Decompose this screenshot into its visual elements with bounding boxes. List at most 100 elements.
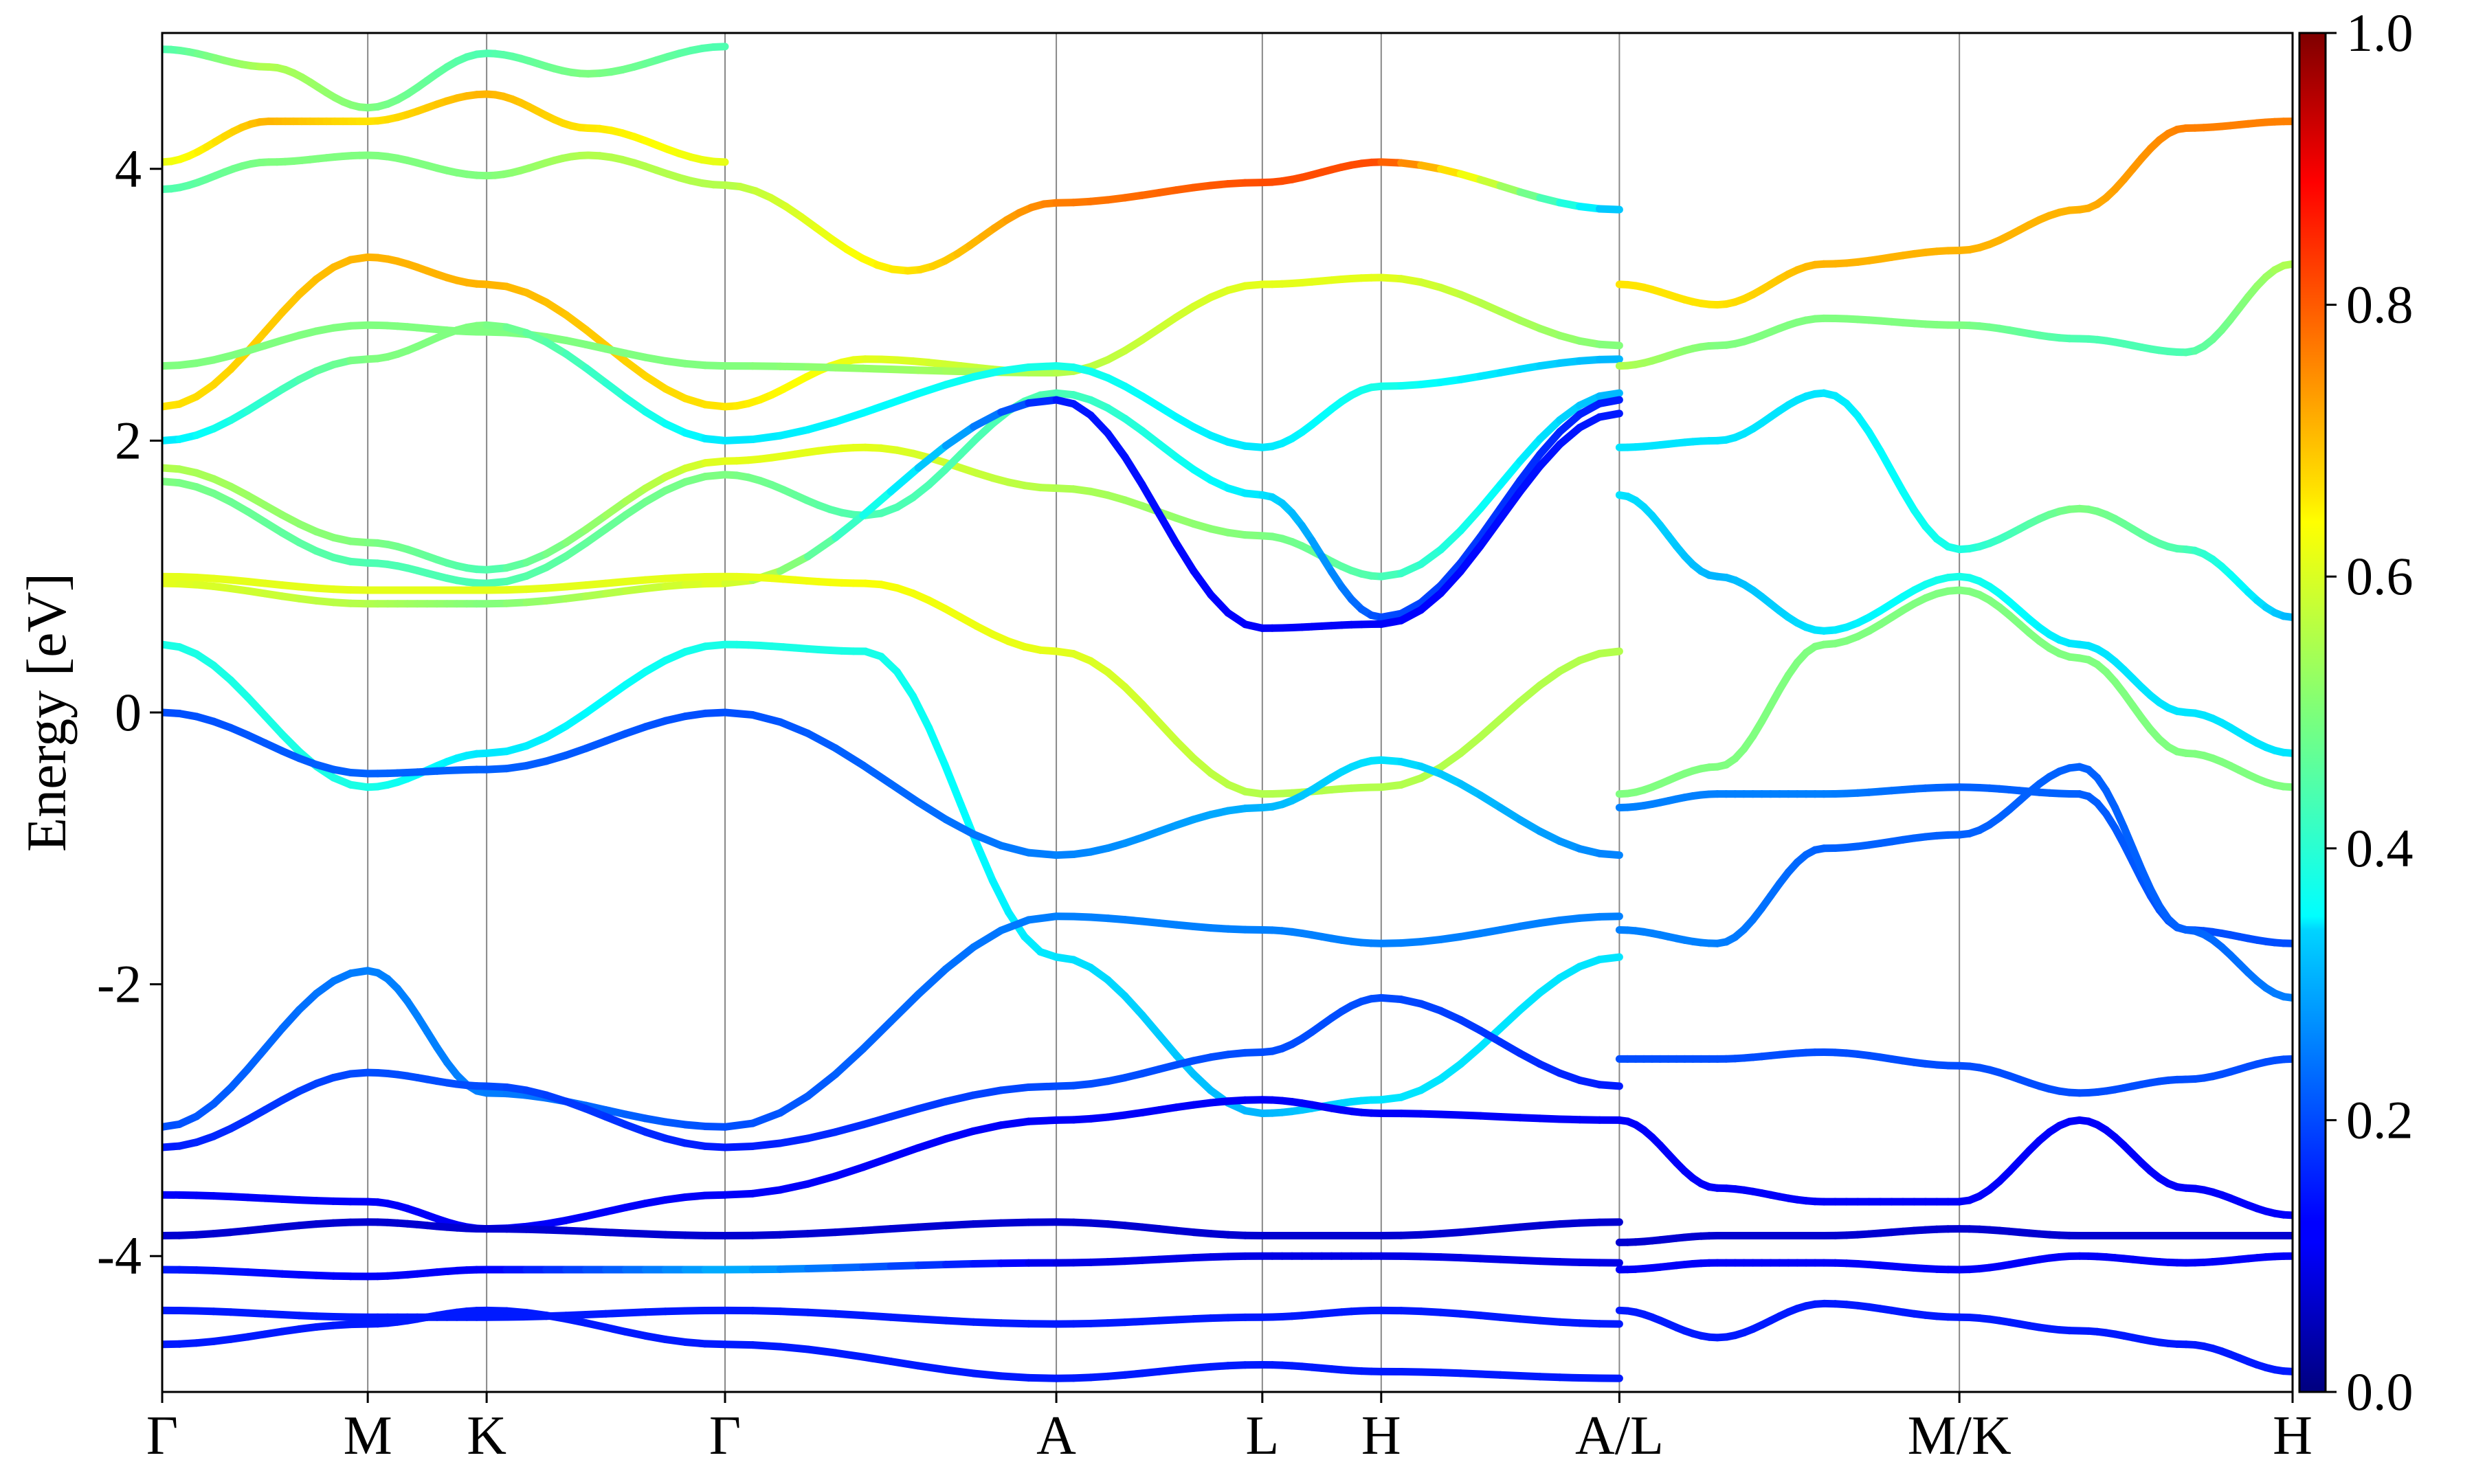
band-segment	[970, 1086, 1005, 1099]
y-axis-ticks: -4 -2 0 2 4	[97, 139, 162, 1285]
band-segment	[832, 409, 867, 426]
band-segment	[1596, 389, 1623, 401]
band-segment	[1556, 423, 1584, 449]
band-segment	[562, 709, 590, 730]
band-segment	[641, 372, 669, 393]
band-segment	[641, 486, 669, 506]
band-segment	[941, 1091, 978, 1105]
bands	[162, 43, 2293, 1382]
band-segment	[1516, 462, 1544, 495]
band-segment	[1888, 467, 1907, 495]
band-segment	[887, 390, 922, 407]
band-segment	[804, 1345, 840, 1357]
band-segment	[970, 1219, 1005, 1228]
band-segment	[1476, 481, 1504, 513]
band-segment	[542, 552, 570, 572]
band-segment	[988, 877, 1013, 917]
band-segment	[970, 408, 1005, 431]
band-segment	[1596, 396, 1623, 407]
band-segment	[542, 722, 570, 741]
band-segment	[941, 1260, 978, 1269]
band-segment	[859, 399, 895, 417]
band-segment	[909, 692, 933, 732]
band-segment	[1516, 435, 1544, 465]
y-axis-label: Energy [eV]	[15, 573, 78, 852]
band-segment	[1556, 963, 1584, 982]
band-1	[162, 90, 729, 166]
band-segment	[261, 308, 287, 336]
band-segment	[997, 842, 1033, 857]
band-segment	[893, 668, 917, 700]
band-segment	[542, 298, 570, 319]
band-segment	[1496, 803, 1524, 824]
band-segment	[1417, 581, 1445, 607]
band-segment	[562, 311, 590, 334]
band-segment	[914, 1135, 950, 1152]
band-segment	[997, 916, 1033, 934]
band-segment	[1155, 510, 1181, 548]
colorbar-tick-label: 0.0	[2346, 1362, 2414, 1421]
band-18	[162, 1306, 1623, 1382]
band-segment	[804, 418, 840, 434]
band-segment	[1121, 992, 1146, 1019]
band-segment	[721, 1142, 757, 1151]
band-segment	[542, 539, 570, 558]
x-tick-label: M/K	[1908, 1406, 2011, 1466]
band-segment	[941, 1220, 978, 1230]
band-segment	[859, 1154, 895, 1171]
band-segment	[832, 1349, 867, 1361]
band-segment	[621, 484, 649, 506]
band-segment	[2280, 748, 2293, 757]
band-segment	[776, 1134, 812, 1147]
band-segment	[582, 364, 610, 387]
band-segment	[914, 1097, 950, 1113]
colorbar-tick-label: 0.8	[2346, 275, 2414, 335]
band-segment	[887, 1144, 922, 1162]
band-segment	[832, 744, 867, 769]
band-segment	[997, 1319, 1033, 1328]
band-17	[162, 1306, 1623, 1328]
band-segment	[970, 1369, 1005, 1380]
band-segment	[914, 1222, 950, 1231]
band-segment	[1456, 532, 1484, 567]
band-segment	[278, 291, 303, 317]
band-segment	[2120, 823, 2137, 853]
band-segment	[1536, 416, 1564, 443]
x-tick-label: L	[1245, 1406, 1279, 1466]
band-segment	[859, 364, 895, 374]
band-segment	[1516, 681, 1544, 706]
x-tick-label: Γ	[146, 1406, 178, 1466]
band-2	[162, 43, 729, 112]
band-segment	[972, 840, 996, 885]
band-segment	[1516, 450, 1544, 484]
band-segment	[278, 1006, 303, 1033]
band-segment	[1138, 480, 1163, 518]
band-segment	[914, 366, 950, 375]
band-segment	[1496, 487, 1524, 523]
band-segment	[997, 363, 1033, 375]
band-segment	[2280, 260, 2293, 269]
band-segment	[1086, 411, 1112, 438]
band-segment	[914, 965, 950, 998]
colorbar-tick-label: 0.4	[2346, 818, 2414, 878]
band-segment	[1536, 440, 1564, 470]
band-28	[1615, 1225, 2293, 1246]
band-segment	[1596, 205, 1623, 214]
band-segment	[1596, 409, 1623, 421]
band-segment	[602, 681, 629, 703]
band-segment	[748, 431, 784, 444]
band-segment	[887, 990, 922, 1026]
band-30	[1615, 1299, 2293, 1375]
band-segment	[776, 552, 812, 575]
band-segment	[721, 708, 757, 719]
band-segment	[941, 1366, 978, 1378]
band-0	[162, 151, 1623, 275]
band-segment	[832, 511, 867, 541]
band-segment	[1155, 719, 1181, 745]
band-segment	[941, 373, 978, 389]
band-segment	[1417, 546, 1445, 568]
band-segment	[582, 695, 610, 717]
band-segment	[941, 761, 965, 809]
band-segment	[261, 1024, 287, 1053]
band-segment	[641, 407, 669, 428]
